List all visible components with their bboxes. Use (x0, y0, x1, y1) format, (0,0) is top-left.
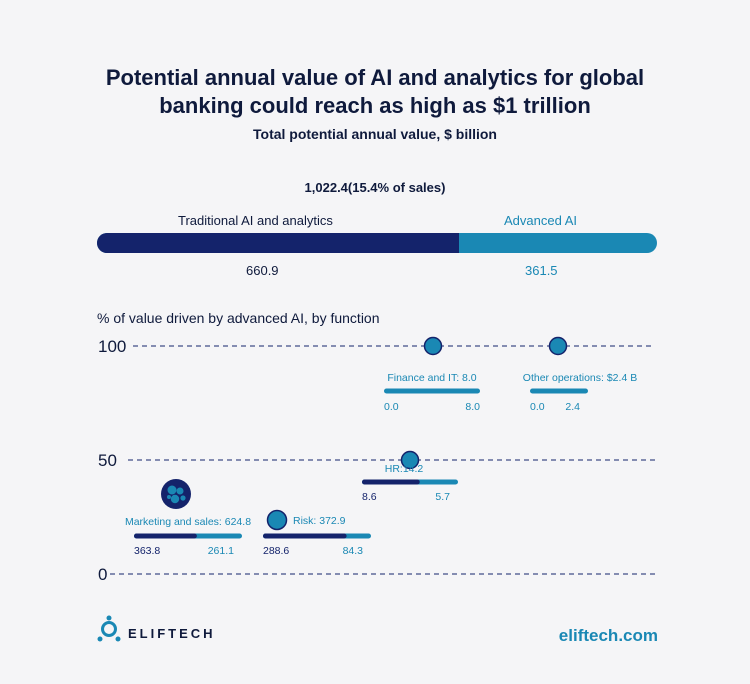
traditional-ai-segment (97, 233, 459, 253)
brand-name: ELIFTECH (128, 626, 216, 641)
marker-bubble (180, 495, 186, 501)
function-marker (548, 336, 568, 356)
subtitle: Total potential annual value, $ billion (253, 126, 497, 142)
function-marker (423, 336, 443, 356)
function-label: Risk: 372.9 (293, 515, 346, 527)
marker-bubble (167, 495, 171, 499)
marker-bubble (176, 487, 184, 495)
advanced-value-label: 5.7 (435, 491, 450, 503)
traditional-ai-value: 660.9 (246, 263, 279, 278)
title-line-1: Potential annual value of AI and analyti… (105, 65, 645, 90)
function-label: HR:14.2 (385, 463, 424, 475)
y-tick-label: 0 (98, 565, 107, 584)
function-label: Marketing and sales: 624.8 (125, 516, 251, 528)
function-bar-traditional (362, 479, 420, 485)
traditional-value-label: 0.0 (530, 401, 545, 413)
total-value: 1,022.4(15.4% of sales) (304, 180, 446, 195)
advanced-value-label: 84.3 (343, 545, 364, 557)
function-marker (161, 479, 191, 509)
function-bar-advanced (530, 388, 588, 394)
page-title: Potential annual value of AI and analyti… (0, 64, 750, 120)
y-tick-label: 100 (98, 337, 126, 356)
function-label: Other operations: $2.4 B (523, 372, 637, 384)
total-value-bar (97, 233, 657, 253)
eliftech-logo-icon (97, 615, 121, 642)
traditional-value-label: 288.6 (263, 545, 289, 557)
website-link[interactable]: eliftech.com (558, 626, 658, 645)
function-bar-traditional (134, 533, 197, 539)
function-marker (266, 509, 288, 531)
traditional-value-label: 363.8 (134, 545, 160, 557)
function-label: Finance and IT: 8.0 (387, 372, 476, 384)
advanced-value-label: 261.1 (208, 545, 234, 557)
advanced-ai-label: Advanced AI (504, 213, 577, 228)
title-line-2: banking could reach as high as $1 trilli… (159, 93, 591, 118)
advanced-value-label: 2.4 (565, 401, 580, 413)
chart-title: % of value driven by advanced AI, by fun… (97, 310, 380, 326)
traditional-value-label: 8.6 (362, 491, 377, 503)
function-marker (400, 450, 420, 470)
advanced-value-label: 8.0 (465, 401, 480, 413)
advanced-ai-value: 361.5 (525, 263, 558, 278)
function-bar-traditional (263, 533, 347, 539)
traditional-ai-label: Traditional AI and analytics (178, 213, 333, 228)
y-tick-label: 50 (98, 451, 117, 470)
marker-bubble (170, 494, 180, 504)
traditional-value-label: 0.0 (384, 401, 399, 413)
marker-bubble (167, 485, 177, 495)
function-bar-advanced (384, 388, 480, 394)
